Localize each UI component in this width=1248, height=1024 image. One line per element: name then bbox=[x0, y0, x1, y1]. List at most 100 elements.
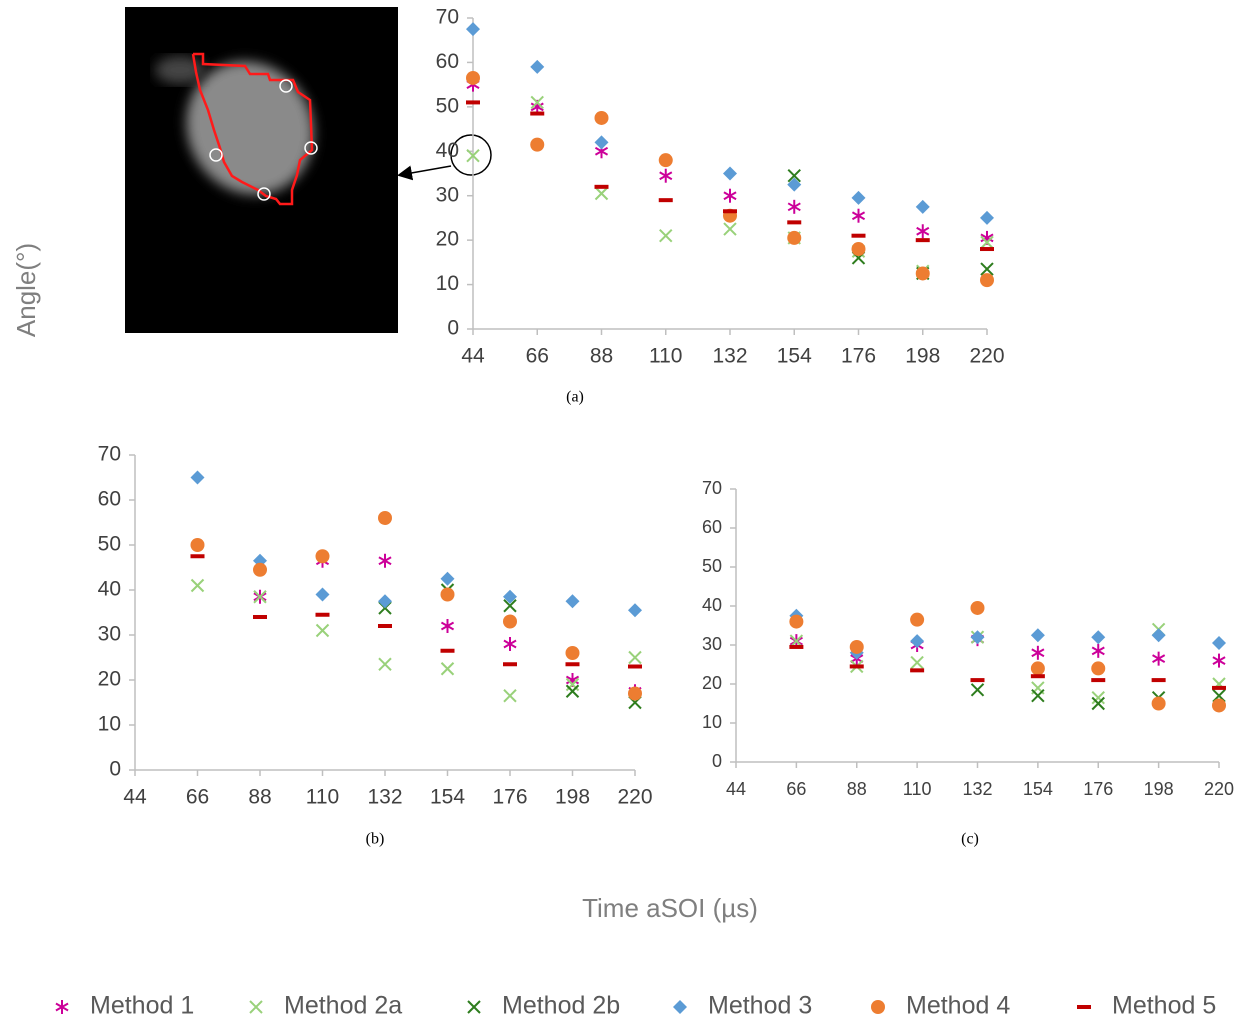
data-point bbox=[378, 657, 392, 671]
marker-shape bbox=[849, 639, 864, 654]
marker-shape bbox=[440, 648, 455, 653]
x-tick-label: 44 bbox=[726, 779, 746, 799]
data-point bbox=[466, 70, 480, 85]
marker-shape bbox=[594, 184, 609, 189]
data-point bbox=[190, 578, 205, 593]
marker-stroke bbox=[1091, 646, 1105, 656]
data-point bbox=[190, 554, 205, 559]
marker-stroke bbox=[440, 662, 455, 676]
marker-shape bbox=[970, 600, 985, 615]
data-point bbox=[1030, 661, 1045, 676]
marker-shape bbox=[253, 562, 267, 577]
marker-shape bbox=[466, 100, 480, 105]
data-point bbox=[1091, 630, 1106, 645]
x-tick-label: 198 bbox=[905, 345, 940, 368]
marker-shape bbox=[1091, 661, 1106, 676]
marker-stroke bbox=[190, 578, 205, 593]
data-point bbox=[503, 599, 517, 613]
y-tick-label: 40 bbox=[436, 139, 459, 162]
marker-shape bbox=[673, 1000, 687, 1014]
marker-shape bbox=[315, 587, 330, 602]
x-tick-label: 220 bbox=[969, 345, 1004, 368]
marker-shape bbox=[190, 538, 205, 552]
data-point bbox=[659, 168, 673, 183]
marker-shape bbox=[1091, 630, 1106, 645]
x-tick-label: 132 bbox=[712, 345, 747, 368]
x-tick-label: 110 bbox=[306, 786, 339, 809]
x-tick-label: 44 bbox=[123, 786, 147, 809]
marker-shape bbox=[849, 664, 864, 669]
marker-stroke bbox=[466, 149, 480, 163]
data-point bbox=[970, 678, 985, 683]
marker-stroke bbox=[565, 675, 580, 685]
data-point bbox=[916, 224, 930, 239]
data-point bbox=[565, 662, 580, 667]
marker-shape bbox=[980, 273, 994, 288]
inset-image bbox=[125, 7, 398, 333]
y-tick-label: 60 bbox=[436, 50, 459, 73]
data-point bbox=[440, 571, 455, 586]
data-point bbox=[910, 612, 925, 627]
legend-label: Method 3 bbox=[708, 992, 812, 1020]
marker-shape bbox=[466, 70, 480, 85]
marker-shape bbox=[1030, 628, 1045, 643]
data-point bbox=[980, 210, 994, 225]
y-tick-label: 50 bbox=[702, 556, 722, 576]
marker-stroke bbox=[1031, 648, 1045, 658]
data-point bbox=[315, 623, 330, 638]
data-point bbox=[466, 22, 480, 37]
x-tick-label: 110 bbox=[903, 779, 932, 799]
marker-stroke bbox=[851, 211, 866, 221]
x-axis-label: Time aSOI (µs) bbox=[582, 893, 758, 923]
marker-stroke bbox=[723, 222, 737, 236]
data-point bbox=[787, 169, 801, 183]
marker-stroke bbox=[378, 657, 392, 671]
data-point bbox=[253, 562, 267, 577]
marker-shape bbox=[190, 554, 205, 559]
marker-shape bbox=[787, 220, 802, 225]
data-point bbox=[565, 684, 580, 698]
legend-marker bbox=[1077, 1005, 1091, 1009]
y-tick-label: 10 bbox=[436, 272, 459, 295]
legend-label: Method 2a bbox=[284, 992, 402, 1020]
data-point bbox=[915, 238, 930, 243]
marker-shape bbox=[440, 587, 455, 602]
data-point bbox=[466, 100, 480, 105]
caption: (c) bbox=[961, 831, 979, 848]
marker-stroke bbox=[980, 233, 994, 243]
marker-shape bbox=[970, 678, 985, 683]
y-tick-label: 20 bbox=[436, 228, 459, 251]
marker-shape bbox=[503, 662, 517, 667]
marker-shape bbox=[1030, 661, 1045, 676]
marker-shape bbox=[980, 210, 994, 225]
marker-stroke bbox=[55, 1002, 69, 1012]
data-point bbox=[628, 650, 642, 665]
data-point bbox=[503, 637, 517, 651]
data-point bbox=[1091, 678, 1106, 683]
marker-shape bbox=[910, 612, 925, 627]
data-point bbox=[659, 228, 673, 243]
marker-shape bbox=[628, 664, 642, 669]
data-point bbox=[503, 614, 517, 629]
marker-stroke bbox=[467, 1000, 481, 1014]
marker-shape bbox=[440, 571, 455, 586]
marker-stroke bbox=[970, 683, 985, 697]
marker-shape bbox=[1151, 678, 1166, 683]
marker-shape bbox=[315, 549, 330, 564]
data-point bbox=[1091, 661, 1106, 676]
data-point bbox=[1212, 685, 1226, 690]
marker-stroke bbox=[378, 556, 392, 566]
marker-stroke bbox=[503, 689, 517, 703]
legend-marker bbox=[871, 1000, 885, 1014]
caption: (a) bbox=[566, 389, 584, 406]
data-point bbox=[658, 153, 673, 168]
data-point bbox=[1151, 696, 1166, 711]
y-tick-label: 0 bbox=[109, 758, 121, 781]
marker-stroke bbox=[1212, 656, 1226, 665]
marker-stroke bbox=[910, 655, 924, 670]
data-point bbox=[190, 470, 205, 485]
data-point bbox=[851, 233, 866, 238]
marker-stroke bbox=[787, 169, 801, 183]
x-tick-label: 220 bbox=[617, 786, 652, 809]
